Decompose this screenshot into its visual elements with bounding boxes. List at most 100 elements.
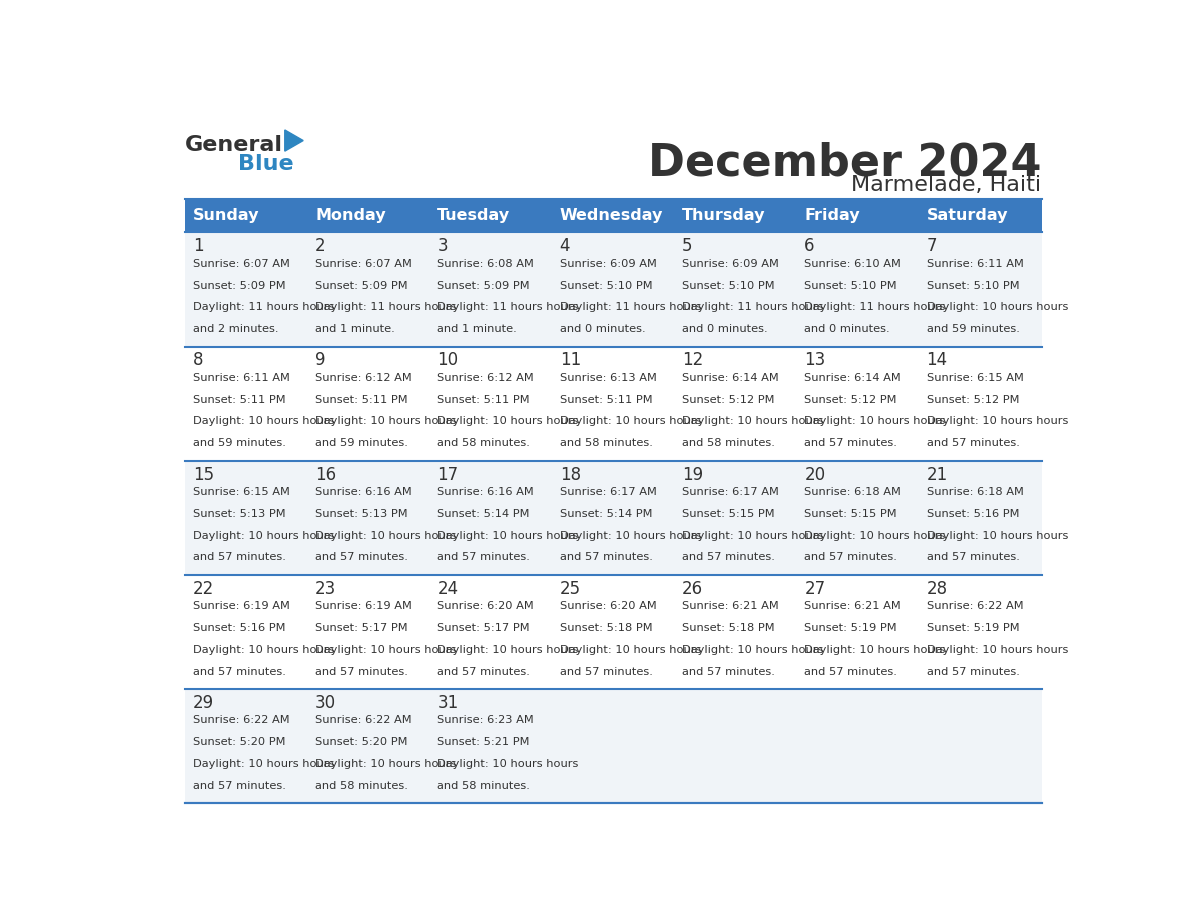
Text: 20: 20 bbox=[804, 465, 826, 484]
Bar bbox=[308, 346, 430, 461]
Bar bbox=[185, 575, 308, 688]
Text: and 57 minutes.: and 57 minutes. bbox=[315, 553, 407, 563]
Bar bbox=[797, 575, 920, 688]
Bar bbox=[675, 688, 797, 803]
Bar bbox=[675, 232, 797, 346]
Text: Daylight: 10 hours hours: Daylight: 10 hours hours bbox=[192, 531, 334, 541]
Text: Daylight: 10 hours hours: Daylight: 10 hours hours bbox=[192, 644, 334, 655]
Text: and 57 minutes.: and 57 minutes. bbox=[192, 553, 285, 563]
Text: and 59 minutes.: and 59 minutes. bbox=[192, 439, 285, 448]
Text: 4: 4 bbox=[560, 238, 570, 255]
Text: and 0 minutes.: and 0 minutes. bbox=[560, 324, 645, 334]
Text: Sunset: 5:19 PM: Sunset: 5:19 PM bbox=[804, 622, 897, 633]
Text: 25: 25 bbox=[560, 579, 581, 598]
Text: and 57 minutes.: and 57 minutes. bbox=[927, 439, 1019, 448]
Bar bbox=[920, 461, 1042, 575]
Text: Daylight: 10 hours hours: Daylight: 10 hours hours bbox=[315, 531, 456, 541]
Text: Sunrise: 6:19 AM: Sunrise: 6:19 AM bbox=[192, 601, 290, 610]
Bar bbox=[920, 346, 1042, 461]
Text: and 59 minutes.: and 59 minutes. bbox=[315, 439, 407, 448]
Text: Sunrise: 6:19 AM: Sunrise: 6:19 AM bbox=[315, 601, 412, 610]
Text: Wednesday: Wednesday bbox=[560, 208, 663, 223]
Bar bbox=[185, 461, 308, 575]
Text: Daylight: 10 hours hours: Daylight: 10 hours hours bbox=[927, 417, 1068, 427]
Bar bbox=[430, 688, 552, 803]
Text: 9: 9 bbox=[315, 352, 326, 369]
Text: Sunrise: 6:07 AM: Sunrise: 6:07 AM bbox=[315, 259, 412, 269]
Text: General: General bbox=[185, 135, 283, 155]
Text: Sunset: 5:13 PM: Sunset: 5:13 PM bbox=[192, 509, 285, 519]
Text: Daylight: 10 hours hours: Daylight: 10 hours hours bbox=[804, 417, 946, 427]
Bar bbox=[920, 575, 1042, 688]
Text: Sunset: 5:15 PM: Sunset: 5:15 PM bbox=[804, 509, 897, 519]
Text: Sunset: 5:09 PM: Sunset: 5:09 PM bbox=[437, 281, 530, 290]
Text: Daylight: 11 hours hours: Daylight: 11 hours hours bbox=[804, 302, 946, 312]
Text: 14: 14 bbox=[927, 352, 948, 369]
Text: 24: 24 bbox=[437, 579, 459, 598]
Text: and 57 minutes.: and 57 minutes. bbox=[682, 553, 775, 563]
Text: Daylight: 10 hours hours: Daylight: 10 hours hours bbox=[560, 644, 701, 655]
Text: and 0 minutes.: and 0 minutes. bbox=[682, 324, 767, 334]
Bar bbox=[552, 232, 675, 346]
Text: Sunrise: 6:18 AM: Sunrise: 6:18 AM bbox=[804, 487, 902, 497]
Text: Daylight: 10 hours hours: Daylight: 10 hours hours bbox=[315, 417, 456, 427]
Text: Daylight: 10 hours hours: Daylight: 10 hours hours bbox=[437, 417, 579, 427]
Text: 28: 28 bbox=[927, 579, 948, 598]
Text: Daylight: 10 hours hours: Daylight: 10 hours hours bbox=[437, 644, 579, 655]
Bar bbox=[552, 688, 675, 803]
Text: and 57 minutes.: and 57 minutes. bbox=[804, 666, 897, 677]
Text: and 57 minutes.: and 57 minutes. bbox=[927, 666, 1019, 677]
Text: Sunset: 5:18 PM: Sunset: 5:18 PM bbox=[560, 622, 652, 633]
Bar bbox=[920, 198, 1042, 232]
Bar bbox=[797, 461, 920, 575]
Text: Daylight: 10 hours hours: Daylight: 10 hours hours bbox=[437, 759, 579, 768]
Text: Sunrise: 6:11 AM: Sunrise: 6:11 AM bbox=[192, 373, 290, 383]
Text: 23: 23 bbox=[315, 579, 336, 598]
Text: Sunset: 5:10 PM: Sunset: 5:10 PM bbox=[927, 281, 1019, 290]
Bar bbox=[675, 198, 797, 232]
Text: Sunset: 5:12 PM: Sunset: 5:12 PM bbox=[804, 395, 897, 405]
Text: and 59 minutes.: and 59 minutes. bbox=[927, 324, 1019, 334]
Bar bbox=[430, 346, 552, 461]
Text: Thursday: Thursday bbox=[682, 208, 765, 223]
Text: Sunset: 5:14 PM: Sunset: 5:14 PM bbox=[560, 509, 652, 519]
Text: Daylight: 10 hours hours: Daylight: 10 hours hours bbox=[927, 302, 1068, 312]
Text: 13: 13 bbox=[804, 352, 826, 369]
Text: 5: 5 bbox=[682, 238, 693, 255]
Text: 16: 16 bbox=[315, 465, 336, 484]
Text: Sunrise: 6:18 AM: Sunrise: 6:18 AM bbox=[927, 487, 1024, 497]
Bar bbox=[675, 346, 797, 461]
Text: Daylight: 10 hours hours: Daylight: 10 hours hours bbox=[437, 531, 579, 541]
Text: 26: 26 bbox=[682, 579, 703, 598]
Text: Sunset: 5:17 PM: Sunset: 5:17 PM bbox=[315, 622, 407, 633]
Text: Sunset: 5:20 PM: Sunset: 5:20 PM bbox=[315, 737, 407, 747]
Text: 15: 15 bbox=[192, 465, 214, 484]
Bar bbox=[308, 232, 430, 346]
Bar bbox=[552, 461, 675, 575]
Text: Sunrise: 6:17 AM: Sunrise: 6:17 AM bbox=[682, 487, 779, 497]
Text: and 0 minutes.: and 0 minutes. bbox=[804, 324, 890, 334]
Text: Daylight: 11 hours hours: Daylight: 11 hours hours bbox=[682, 302, 823, 312]
Text: Sunrise: 6:07 AM: Sunrise: 6:07 AM bbox=[192, 259, 290, 269]
Text: Sunset: 5:10 PM: Sunset: 5:10 PM bbox=[560, 281, 652, 290]
Text: Monday: Monday bbox=[315, 208, 386, 223]
Text: Daylight: 10 hours hours: Daylight: 10 hours hours bbox=[804, 531, 946, 541]
Bar bbox=[308, 688, 430, 803]
Text: Sunset: 5:12 PM: Sunset: 5:12 PM bbox=[682, 395, 775, 405]
Text: and 57 minutes.: and 57 minutes. bbox=[927, 553, 1019, 563]
Text: Sunday: Sunday bbox=[192, 208, 259, 223]
Bar bbox=[675, 575, 797, 688]
Bar bbox=[185, 232, 308, 346]
Text: 3: 3 bbox=[437, 238, 448, 255]
Text: Sunrise: 6:11 AM: Sunrise: 6:11 AM bbox=[927, 259, 1024, 269]
Text: 21: 21 bbox=[927, 465, 948, 484]
Text: and 57 minutes.: and 57 minutes. bbox=[192, 780, 285, 790]
Text: 29: 29 bbox=[192, 694, 214, 711]
Text: 10: 10 bbox=[437, 352, 459, 369]
Bar bbox=[920, 688, 1042, 803]
Text: and 1 minute.: and 1 minute. bbox=[315, 324, 394, 334]
Text: Sunset: 5:09 PM: Sunset: 5:09 PM bbox=[315, 281, 407, 290]
Bar bbox=[552, 198, 675, 232]
Text: Sunrise: 6:23 AM: Sunrise: 6:23 AM bbox=[437, 715, 535, 725]
Text: Saturday: Saturday bbox=[927, 208, 1009, 223]
